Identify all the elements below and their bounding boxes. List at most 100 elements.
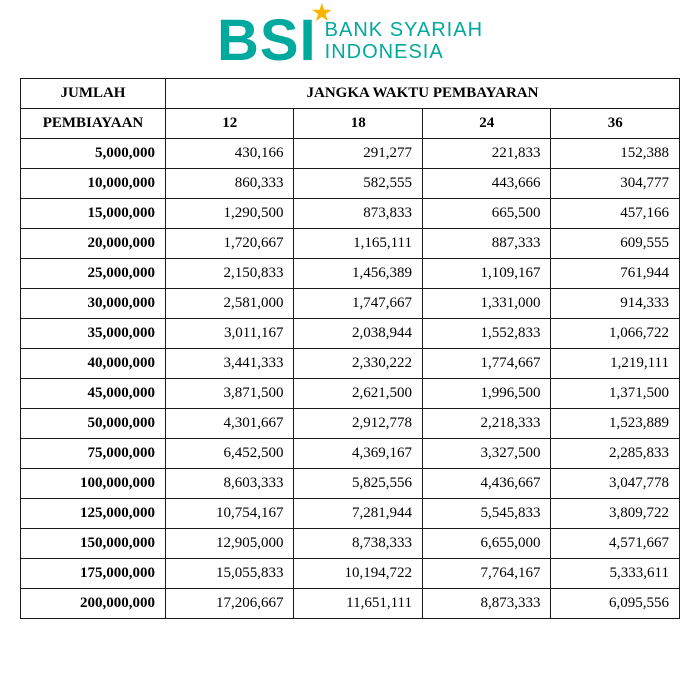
table-wrap: JUMLAH JANGKA WAKTU PEMBAYARAN PEMBIAYAA… [0,78,700,619]
value-cell: 860,333 [165,169,294,199]
header-pembiayaan: PEMBIAYAAN [21,109,166,139]
value-cell: 1,219,111 [551,349,680,379]
amount-cell: 45,000,000 [21,379,166,409]
table-row: 20,000,0001,720,6671,165,111887,333609,5… [21,229,680,259]
value-cell: 11,651,111 [294,589,423,619]
value-cell: 1,523,889 [551,409,680,439]
amount-cell: 125,000,000 [21,499,166,529]
value-cell: 152,388 [551,139,680,169]
value-cell: 1,720,667 [165,229,294,259]
value-cell: 7,281,944 [294,499,423,529]
amount-cell: 35,000,000 [21,319,166,349]
header-term-24: 24 [422,109,551,139]
value-cell: 914,333 [551,289,680,319]
value-cell: 3,871,500 [165,379,294,409]
value-cell: 8,873,333 [422,589,551,619]
value-cell: 1,996,500 [422,379,551,409]
table-row: 15,000,0001,290,500873,833665,500457,166 [21,199,680,229]
table-row: 175,000,00015,055,83310,194,7227,764,167… [21,559,680,589]
logo-line2: INDONESIA [325,41,483,63]
amount-cell: 30,000,000 [21,289,166,319]
value-cell: 457,166 [551,199,680,229]
value-cell: 5,333,611 [551,559,680,589]
value-cell: 3,047,778 [551,469,680,499]
value-cell: 761,944 [551,259,680,289]
table-row: 125,000,00010,754,1677,281,9445,545,8333… [21,499,680,529]
logo-line1: BANK SYARIAH [325,19,483,41]
value-cell: 12,905,000 [165,529,294,559]
amount-cell: 150,000,000 [21,529,166,559]
value-cell: 8,603,333 [165,469,294,499]
value-cell: 2,912,778 [294,409,423,439]
logo-text: BANK SYARIAH INDONESIA [325,19,483,63]
value-cell: 2,621,500 [294,379,423,409]
value-cell: 1,165,111 [294,229,423,259]
amount-cell: 40,000,000 [21,349,166,379]
table-row: 40,000,0003,441,3332,330,2221,774,6671,2… [21,349,680,379]
value-cell: 2,581,000 [165,289,294,319]
table-header-row-1: JUMLAH JANGKA WAKTU PEMBAYARAN [21,79,680,109]
amount-cell: 175,000,000 [21,559,166,589]
value-cell: 1,456,389 [294,259,423,289]
amount-cell: 200,000,000 [21,589,166,619]
value-cell: 609,555 [551,229,680,259]
logo-abbrev: BSI ★ [217,12,317,70]
value-cell: 6,655,000 [422,529,551,559]
header-jumlah: JUMLAH [21,79,166,109]
value-cell: 1,774,667 [422,349,551,379]
value-cell: 6,095,556 [551,589,680,619]
value-cell: 1,109,167 [422,259,551,289]
header-term-12: 12 [165,109,294,139]
amount-cell: 25,000,000 [21,259,166,289]
header-term-36: 36 [551,109,680,139]
value-cell: 5,825,556 [294,469,423,499]
amount-cell: 50,000,000 [21,409,166,439]
value-cell: 3,441,333 [165,349,294,379]
value-cell: 4,301,667 [165,409,294,439]
value-cell: 430,166 [165,139,294,169]
value-cell: 2,330,222 [294,349,423,379]
table-row: 25,000,0002,150,8331,456,3891,109,167761… [21,259,680,289]
value-cell: 10,194,722 [294,559,423,589]
value-cell: 665,500 [422,199,551,229]
value-cell: 1,066,722 [551,319,680,349]
value-cell: 3,327,500 [422,439,551,469]
value-cell: 873,833 [294,199,423,229]
amount-cell: 75,000,000 [21,439,166,469]
value-cell: 1,331,000 [422,289,551,319]
value-cell: 7,764,167 [422,559,551,589]
value-cell: 2,285,833 [551,439,680,469]
table-header-row-2: PEMBIAYAAN 12 18 24 36 [21,109,680,139]
amount-cell: 100,000,000 [21,469,166,499]
table-row: 150,000,00012,905,0008,738,3336,655,0004… [21,529,680,559]
value-cell: 17,206,667 [165,589,294,619]
value-cell: 10,754,167 [165,499,294,529]
value-cell: 2,150,833 [165,259,294,289]
table-row: 75,000,0006,452,5004,369,1673,327,5002,2… [21,439,680,469]
value-cell: 1,371,500 [551,379,680,409]
amount-cell: 15,000,000 [21,199,166,229]
star-icon: ★ [312,2,333,24]
amount-cell: 10,000,000 [21,169,166,199]
value-cell: 1,747,667 [294,289,423,319]
value-cell: 304,777 [551,169,680,199]
value-cell: 887,333 [422,229,551,259]
value-cell: 6,452,500 [165,439,294,469]
value-cell: 3,809,722 [551,499,680,529]
value-cell: 3,011,167 [165,319,294,349]
table-row: 45,000,0003,871,5002,621,5001,996,5001,3… [21,379,680,409]
value-cell: 1,290,500 [165,199,294,229]
table-row: 50,000,0004,301,6672,912,7782,218,3331,5… [21,409,680,439]
amount-cell: 5,000,000 [21,139,166,169]
table-row: 35,000,0003,011,1672,038,9441,552,8331,0… [21,319,680,349]
value-cell: 15,055,833 [165,559,294,589]
value-cell: 582,555 [294,169,423,199]
logo-area: BSI ★ BANK SYARIAH INDONESIA [0,0,700,78]
table-row: 200,000,00017,206,66711,651,1118,873,333… [21,589,680,619]
value-cell: 4,571,667 [551,529,680,559]
table-row: 30,000,0002,581,0001,747,6671,331,000914… [21,289,680,319]
amount-cell: 20,000,000 [21,229,166,259]
header-jangka: JANGKA WAKTU PEMBAYARAN [165,79,679,109]
value-cell: 221,833 [422,139,551,169]
value-cell: 5,545,833 [422,499,551,529]
